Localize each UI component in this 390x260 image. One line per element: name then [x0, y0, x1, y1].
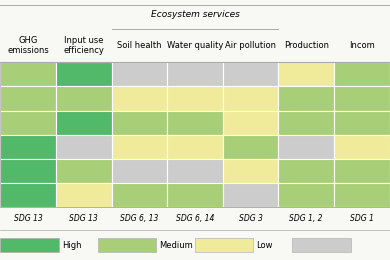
Text: SDG 6, 13: SDG 6, 13: [120, 214, 159, 223]
Bar: [56, 135, 112, 159]
Text: Ecosystem services: Ecosystem services: [151, 10, 239, 19]
Bar: [278, 86, 334, 110]
Bar: [0, 183, 56, 207]
Bar: [98, 238, 156, 252]
Text: Water quality: Water quality: [167, 41, 223, 50]
Bar: [292, 238, 351, 252]
Bar: [56, 183, 112, 207]
Text: SDG 13: SDG 13: [69, 214, 98, 223]
Bar: [0, 62, 390, 207]
Bar: [334, 183, 390, 207]
Text: SDG 3: SDG 3: [239, 214, 262, 223]
Bar: [278, 110, 334, 135]
Bar: [223, 62, 278, 86]
Bar: [223, 159, 278, 183]
Text: Medium: Medium: [159, 240, 193, 250]
Bar: [56, 86, 112, 110]
Bar: [167, 135, 223, 159]
Text: SDG 1, 2: SDG 1, 2: [289, 214, 323, 223]
Text: Soil health: Soil health: [117, 41, 161, 50]
Bar: [112, 86, 167, 110]
Bar: [167, 159, 223, 183]
Text: High: High: [62, 240, 82, 250]
Bar: [0, 159, 56, 183]
Text: SDG 6, 14: SDG 6, 14: [176, 214, 214, 223]
Text: Incom: Incom: [349, 41, 375, 50]
Bar: [0, 86, 56, 110]
Bar: [334, 135, 390, 159]
Bar: [0, 238, 59, 252]
Bar: [56, 62, 112, 86]
Bar: [112, 183, 167, 207]
Bar: [112, 159, 167, 183]
Bar: [334, 62, 390, 86]
Text: Production: Production: [284, 41, 329, 50]
Bar: [278, 159, 334, 183]
Bar: [278, 135, 334, 159]
Bar: [56, 110, 112, 135]
Bar: [334, 110, 390, 135]
Text: SDG 13: SDG 13: [14, 214, 43, 223]
Bar: [223, 86, 278, 110]
Text: Air pollution: Air pollution: [225, 41, 276, 50]
Text: GHG
emissions: GHG emissions: [7, 36, 49, 55]
Bar: [278, 62, 334, 86]
Bar: [112, 62, 167, 86]
Bar: [56, 159, 112, 183]
Bar: [167, 86, 223, 110]
Bar: [334, 86, 390, 110]
Bar: [223, 110, 278, 135]
Bar: [0, 62, 56, 86]
Bar: [112, 135, 167, 159]
Bar: [334, 159, 390, 183]
Text: Input use
efficiency: Input use efficiency: [63, 36, 104, 55]
Bar: [0, 135, 56, 159]
Bar: [278, 183, 334, 207]
Bar: [167, 110, 223, 135]
Bar: [112, 110, 167, 135]
Bar: [167, 62, 223, 86]
Bar: [0, 110, 56, 135]
Text: SDG 1: SDG 1: [350, 214, 374, 223]
Bar: [167, 183, 223, 207]
Bar: [223, 183, 278, 207]
Text: Low: Low: [257, 240, 273, 250]
Bar: [223, 135, 278, 159]
Bar: [195, 238, 254, 252]
